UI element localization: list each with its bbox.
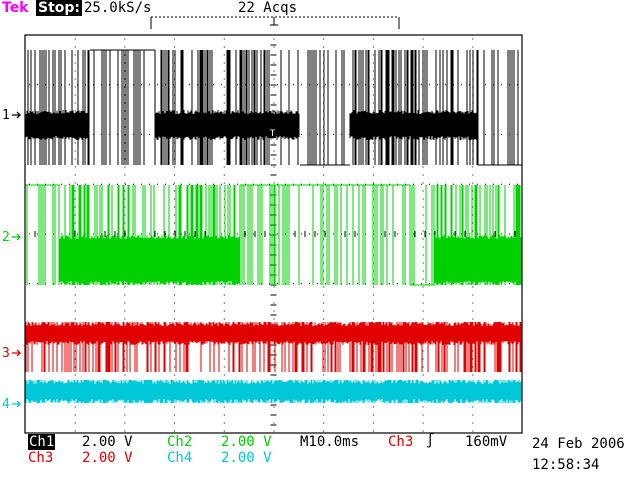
trigger-slope-icon: ∫: [426, 433, 435, 449]
status-bar: Tek Stop: 25.0kS/s 22 Acqs: [0, 0, 640, 18]
ch1-scale: 2.00 V: [82, 434, 133, 450]
trigger-source: Ch3: [388, 434, 414, 450]
timebase-readout: M10.0ms: [300, 434, 360, 450]
ch2-marker[interactable]: 2: [2, 230, 21, 245]
brand-label: Tek: [2, 0, 29, 16]
ch4-scale: 2.00 V: [221, 450, 272, 466]
ch4-marker[interactable]: 4: [2, 397, 21, 412]
ch4-trace: [24, 380, 522, 403]
ch2-trace: [25, 184, 522, 286]
ch4-label: Ch4: [167, 450, 193, 466]
ch3-scale: 2.00 V: [82, 450, 133, 466]
sample-rate: 25.0kS/s: [84, 0, 152, 16]
trigger-level: 160mV: [465, 434, 508, 450]
ch2-label: Ch2: [167, 434, 193, 450]
ch3-label: Ch3: [28, 450, 54, 466]
ch2-marker-label: 2: [2, 230, 10, 245]
ch3-marker[interactable]: 3: [2, 346, 21, 361]
ch3-marker-label: 3: [2, 346, 10, 361]
svg-text:T: T: [270, 129, 276, 139]
ch2-scale: 2.00 V: [221, 434, 272, 450]
ch1-marker[interactable]: 1: [2, 108, 21, 123]
ch1-trace: [24, 49, 522, 166]
date-stamp: 24 Feb 2006: [532, 436, 625, 452]
acquisition-state: Stop:: [36, 0, 83, 16]
ch1-marker-label: 1: [2, 108, 10, 123]
ch1-label: Ch1: [28, 434, 56, 450]
time-stamp: 12:58:34: [532, 457, 600, 473]
record-bracket: [150, 16, 400, 29]
ch4-marker-label: 4: [2, 397, 10, 412]
graticule-frame: [24, 34, 523, 434]
acquisition-count: 22 Acqs: [238, 0, 298, 16]
trigger-point-marker: T: [269, 126, 276, 139]
